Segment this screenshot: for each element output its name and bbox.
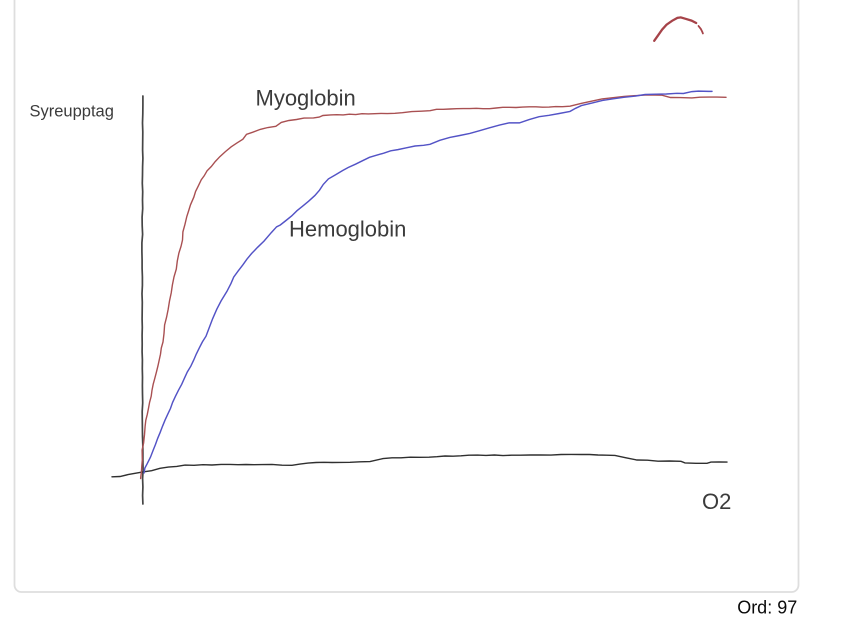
svg-text:Syreupptag: Syreupptag bbox=[30, 103, 114, 121]
svg-text:Ord: 97: Ord: 97 bbox=[737, 598, 797, 618]
svg-text:Hemoglobin: Hemoglobin bbox=[289, 217, 406, 242]
svg-text:Myoglobin: Myoglobin bbox=[256, 85, 356, 110]
svg-text:O2: O2 bbox=[702, 489, 731, 514]
